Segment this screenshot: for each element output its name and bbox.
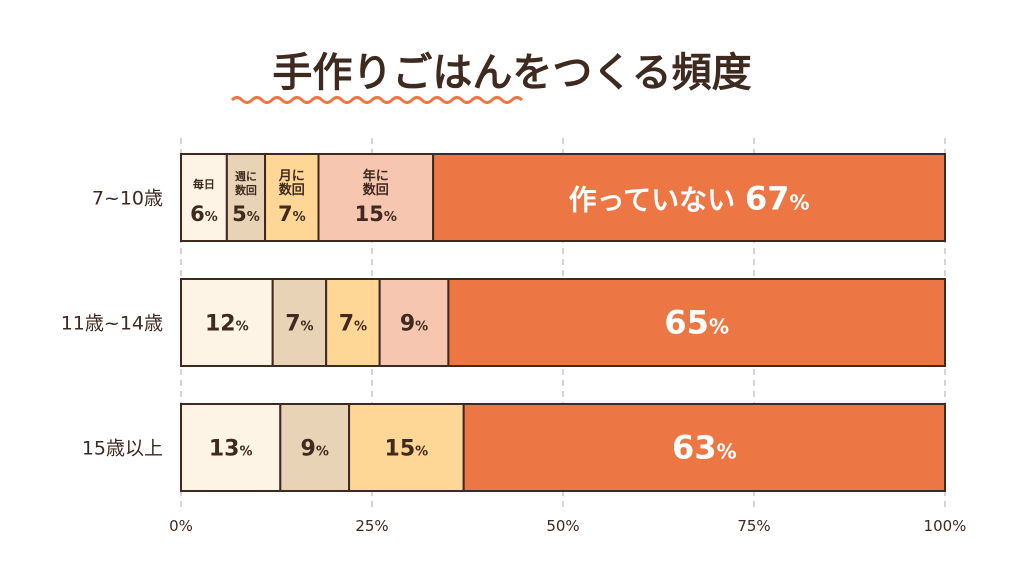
series-name-r0-s1-l1: 数回 [235, 183, 257, 197]
category-labels: 7~10歳 11歳~14歳 15歳以上 [61, 188, 163, 460]
bar-label-r0-s0: 6% [190, 202, 218, 226]
series-name-r0-s1-l0: 週に [235, 169, 257, 183]
category-label-1: 11歳~14歳 [61, 313, 163, 335]
x-tick-label-1: 25% [355, 517, 388, 535]
bar-label-r1-s4: 65% [664, 304, 729, 342]
bar-label-r1-s2: 7% [339, 312, 367, 337]
bar-r0-s0 [180, 153, 228, 242]
bar-r2-s4 [462, 403, 946, 492]
bar-r1-s4 [447, 278, 946, 367]
bar-label-r0-s3: 15% [355, 202, 397, 226]
bar-label-r2-s0: 13% [209, 437, 253, 462]
bar-label-r1-s1: 7% [285, 312, 313, 337]
series-name-r0-s3-l1: 数回 [363, 182, 389, 198]
x-axis-ticks: 0% 25% 50% 75% 100% [169, 517, 966, 535]
chart-title: 手作りごはんをつくる頻度 [272, 50, 751, 96]
bar-r1-s3 [378, 278, 450, 367]
category-label-0: 7~10歳 [92, 188, 163, 210]
x-tick-label-0: 0% [169, 517, 193, 535]
x-tick-label-4: 100% [924, 517, 967, 535]
x-tick-label-3: 75% [737, 517, 770, 535]
bar-r2-s1 [279, 403, 351, 492]
bar-label-r1-s0: 12% [205, 312, 249, 337]
title-underline [230, 96, 524, 104]
bar-label-r2-s2: 15% [385, 437, 429, 462]
bars [180, 153, 946, 492]
bar-r1-s1 [271, 278, 328, 367]
bar-r1-s2 [325, 278, 381, 367]
category-label-2: 15歳以上 [82, 438, 163, 460]
series-name-r0-s2-l0: 月に [278, 169, 305, 184]
bar-r1-s0 [180, 278, 274, 367]
bar-r2-s2 [348, 403, 465, 492]
series-name-r0-s3-l0: 年に [363, 168, 389, 184]
bar-label-r1-s3: 9% [400, 312, 428, 337]
series-name-r0-s2-l1: 数回 [279, 182, 305, 198]
bar-label-r0-s4: 作っていない 67% [569, 180, 810, 218]
bar-r0-s1 [225, 153, 267, 242]
bar-label-r0-s2: 7% [278, 202, 306, 226]
bar-r0-s4 [432, 153, 946, 242]
bar-label-r2-s1: 9% [301, 437, 329, 462]
series-name-r0-s0-l0: 毎日 [193, 177, 215, 191]
x-tick-label-2: 50% [546, 517, 579, 535]
bar-label-r0-s1: 5% [232, 202, 260, 226]
bar-label-r2-s4: 63% [672, 429, 737, 467]
bar-r2-s0 [180, 403, 282, 492]
